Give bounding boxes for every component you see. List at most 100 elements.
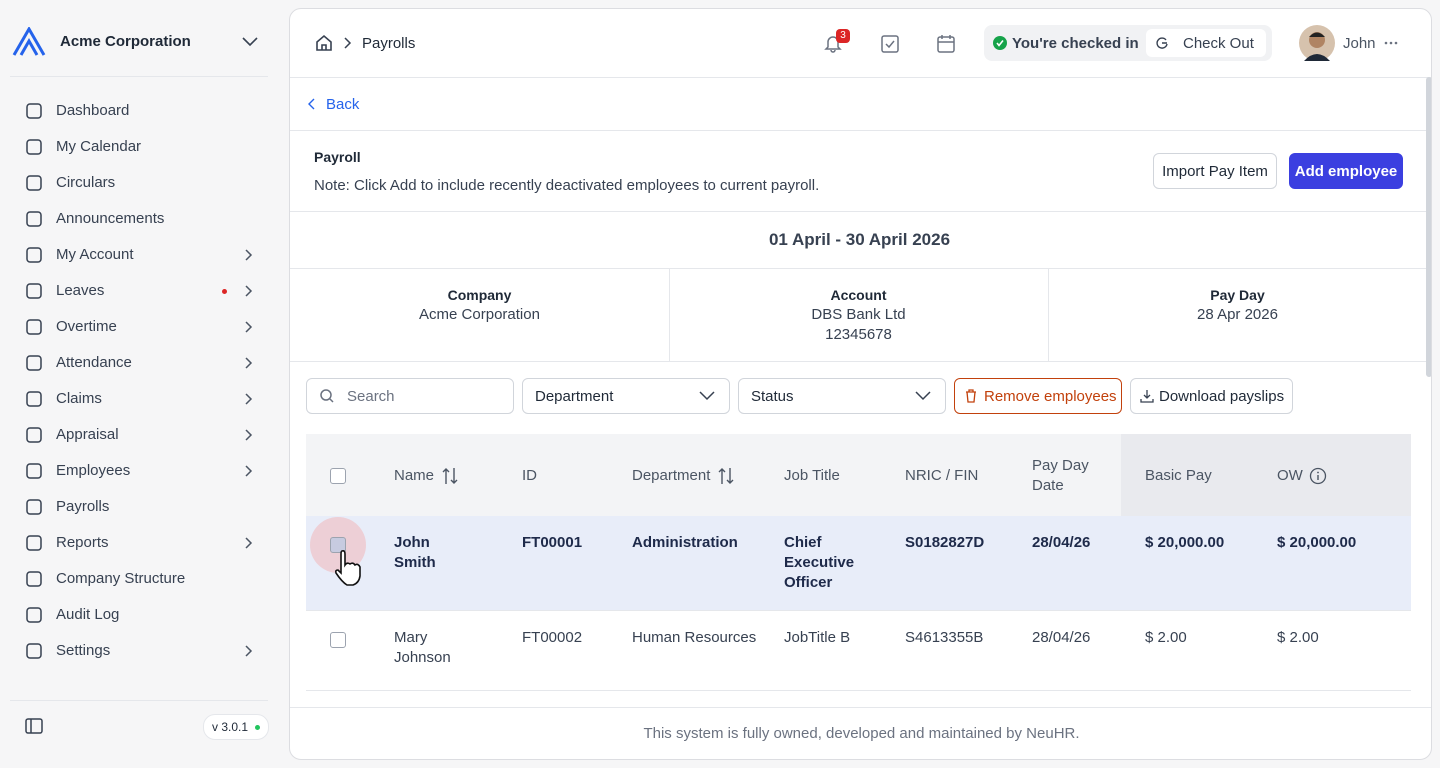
- nav-label: Company Structure: [56, 570, 186, 587]
- remove-employees-button[interactable]: Remove employees: [954, 378, 1122, 414]
- nav-item[interactable]: Overtime: [0, 309, 270, 345]
- column-header-label: Basic Pay: [1145, 467, 1212, 484]
- nav-item[interactable]: Settings: [0, 633, 270, 669]
- nav-item[interactable]: Announcements: [0, 201, 270, 237]
- table-cell: FT00001: [522, 534, 583, 551]
- company-switch[interactable]: [241, 35, 259, 49]
- nav-label: Settings: [56, 642, 111, 659]
- nav-label: Employees: [56, 462, 131, 479]
- version: v 3.0.1: [212, 720, 249, 734]
- nav-label: Attendance: [56, 354, 132, 371]
- nav-label: Reports: [56, 534, 109, 551]
- scrollbar: [1426, 77, 1431, 377]
- column-header[interactable]: NRIC / FIN: [905, 466, 1025, 486]
- nav-label: My Calendar: [56, 138, 142, 155]
- column-header[interactable]: Job Title: [784, 466, 874, 486]
- nav-item[interactable]: Leaves: [0, 273, 270, 309]
- column-header[interactable]: Name: [394, 466, 504, 486]
- status-filter-label: Status: [751, 387, 794, 405]
- column-header[interactable]: OW: [1277, 466, 1397, 486]
- table-cell: $ 2.00: [1277, 629, 1319, 646]
- table-cell: Chief Executive Officer: [784, 534, 855, 591]
- nav-item[interactable]: Claims: [0, 381, 270, 417]
- info-label: Account: [830, 287, 887, 303]
- table-cell: John Smith: [394, 534, 436, 571]
- breadcrumb: Payrolls: [362, 35, 416, 52]
- back-link[interactable]: Back: [326, 96, 360, 113]
- nav-item[interactable]: Audit Log: [0, 597, 270, 633]
- logo: [12, 27, 46, 56]
- footer: This system is fully owned, developed an…: [643, 725, 1080, 742]
- nav-item[interactable]: Reports: [0, 525, 270, 561]
- status-filter[interactable]: Status: [738, 378, 946, 414]
- department-filter[interactable]: Department: [522, 378, 730, 414]
- nav-item[interactable]: My Account: [0, 237, 270, 273]
- download-payslips-label: Download payslips: [1159, 387, 1285, 405]
- column-header-label: NRIC / FIN: [905, 467, 979, 484]
- main-panel: Payrolls 3 You're checked in Check Out J…: [289, 8, 1432, 760]
- table-cell: FT00002: [522, 629, 583, 646]
- collapse-sidebar[interactable]: [25, 717, 43, 735]
- column-header[interactable]: Basic Pay: [1145, 466, 1265, 486]
- header-checkbox[interactable]: [330, 468, 346, 484]
- table-cell: 28/04/26: [1032, 629, 1091, 646]
- notifications[interactable]: [823, 33, 843, 53]
- table-cell: JobTitle B: [784, 629, 851, 646]
- nav-item[interactable]: Payrolls: [0, 489, 270, 525]
- search-input[interactable]: Search: [306, 378, 514, 414]
- column-header[interactable]: Department: [632, 466, 772, 486]
- sidebar: Acme Corporation Dashboard My Calendar Cir…: [0, 0, 280, 768]
- info-column: Company Acme Corporation: [290, 285, 669, 325]
- nav-item[interactable]: Attendance: [0, 345, 270, 381]
- info-value: 28 Apr 2026: [1197, 306, 1278, 323]
- info-label: Pay Day: [1210, 287, 1265, 303]
- nav-item[interactable]: Company Structure: [0, 561, 270, 597]
- nav-label: Leaves: [56, 282, 105, 299]
- home-icon[interactable]: [314, 33, 334, 53]
- checkout-label: Check Out: [1183, 35, 1254, 52]
- version-badge: v 3.0.1: [203, 714, 269, 740]
- nav-item[interactable]: Employees: [0, 453, 270, 489]
- column-header[interactable]: Pay Day Date: [1032, 456, 1122, 496]
- table-cell: Mary Johnson: [394, 629, 451, 666]
- table-cell: $ 2.00: [1145, 629, 1187, 646]
- checkout-button[interactable]: Check Out: [1146, 29, 1266, 57]
- column-header[interactable]: ID: [522, 466, 622, 486]
- nav-label: Payrolls: [56, 498, 110, 515]
- nav-item[interactable]: Circulars: [0, 165, 270, 201]
- info-value: Acme Corporation: [419, 306, 540, 323]
- checkin-pill: You're checked in Check Out: [984, 25, 1272, 61]
- nav-label: Announcements: [56, 210, 165, 227]
- download-payslips-button[interactable]: Download payslips: [1130, 378, 1293, 414]
- nav-item[interactable]: My Calendar: [0, 129, 270, 165]
- import-button[interactable]: Import Pay Item: [1153, 153, 1277, 189]
- user-name: John: [1343, 35, 1376, 52]
- info-value: DBS Bank Ltd: [811, 306, 906, 323]
- row-checkbox[interactable]: [330, 537, 346, 553]
- calendar-icon[interactable]: [936, 34, 956, 54]
- header-highlight: [1121, 434, 1411, 516]
- user-menu[interactable]: [1384, 41, 1400, 45]
- table-cell: Administration: [632, 534, 738, 551]
- avatar[interactable]: [1299, 25, 1335, 61]
- nav-item[interactable]: Appraisal: [0, 417, 270, 453]
- add-employee-button[interactable]: Add employee: [1289, 153, 1403, 189]
- table-cell: $ 20,000.00: [1145, 534, 1225, 551]
- column-header-label: Pay Day Date: [1032, 457, 1089, 494]
- tasks-icon[interactable]: [880, 34, 900, 54]
- column-header-label: Name: [394, 467, 435, 484]
- info-value: 12345678: [825, 326, 892, 343]
- row-checkbox[interactable]: [330, 632, 346, 648]
- nav-item[interactable]: Dashboard: [0, 93, 270, 129]
- nav-label: Appraisal: [56, 426, 119, 443]
- payroll-title: Payroll: [314, 149, 361, 165]
- payroll-table: Name ID Department Job Title NRIC / FIN Pay D…: [306, 434, 1411, 692]
- leaves-alert-dot: [222, 289, 227, 294]
- column-header-label: Department: [632, 467, 711, 484]
- search-placeholder: Search: [347, 387, 395, 405]
- info-label: Company: [447, 287, 512, 303]
- table-row[interactable]: [306, 516, 1411, 611]
- table-row[interactable]: [306, 611, 1411, 691]
- department-filter-label: Department: [535, 387, 614, 405]
- table-cell: $ 20,000.00: [1277, 534, 1357, 551]
